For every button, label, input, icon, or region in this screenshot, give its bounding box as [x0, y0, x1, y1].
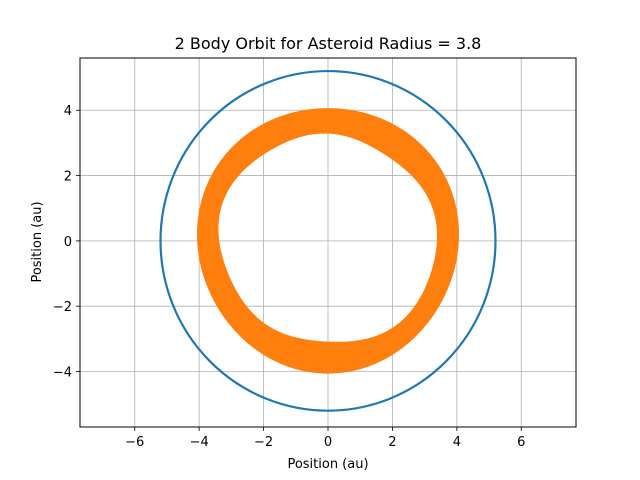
- x-tick-label: 4: [453, 435, 461, 450]
- y-tick-label: −4: [53, 365, 72, 380]
- x-tick-label: −2: [254, 435, 273, 450]
- ticks: −6 −4 −2 0 2 4 6 −4 −2 0 2 4: [53, 104, 526, 450]
- chart-title: 2 Body Orbit for Asteroid Radius = 3.8: [175, 34, 482, 53]
- x-axis-label: Position (au): [287, 457, 368, 472]
- x-tick-label: 6: [517, 435, 525, 450]
- y-axis-label: Position (au): [30, 201, 45, 282]
- x-tick-label: 0: [324, 435, 332, 450]
- x-tick-label: −4: [190, 435, 209, 450]
- asteroid-orbit-band: [196, 108, 460, 374]
- y-tick-label: 2: [64, 170, 72, 185]
- y-tick-label: 0: [64, 235, 72, 250]
- y-tick-label: 4: [64, 104, 72, 119]
- y-tick-label: −2: [53, 300, 72, 315]
- x-tick-label: 2: [388, 435, 396, 450]
- x-tick-label: −6: [125, 435, 144, 450]
- planet-orbit-line: [159, 69, 497, 412]
- plot-area: [159, 69, 497, 412]
